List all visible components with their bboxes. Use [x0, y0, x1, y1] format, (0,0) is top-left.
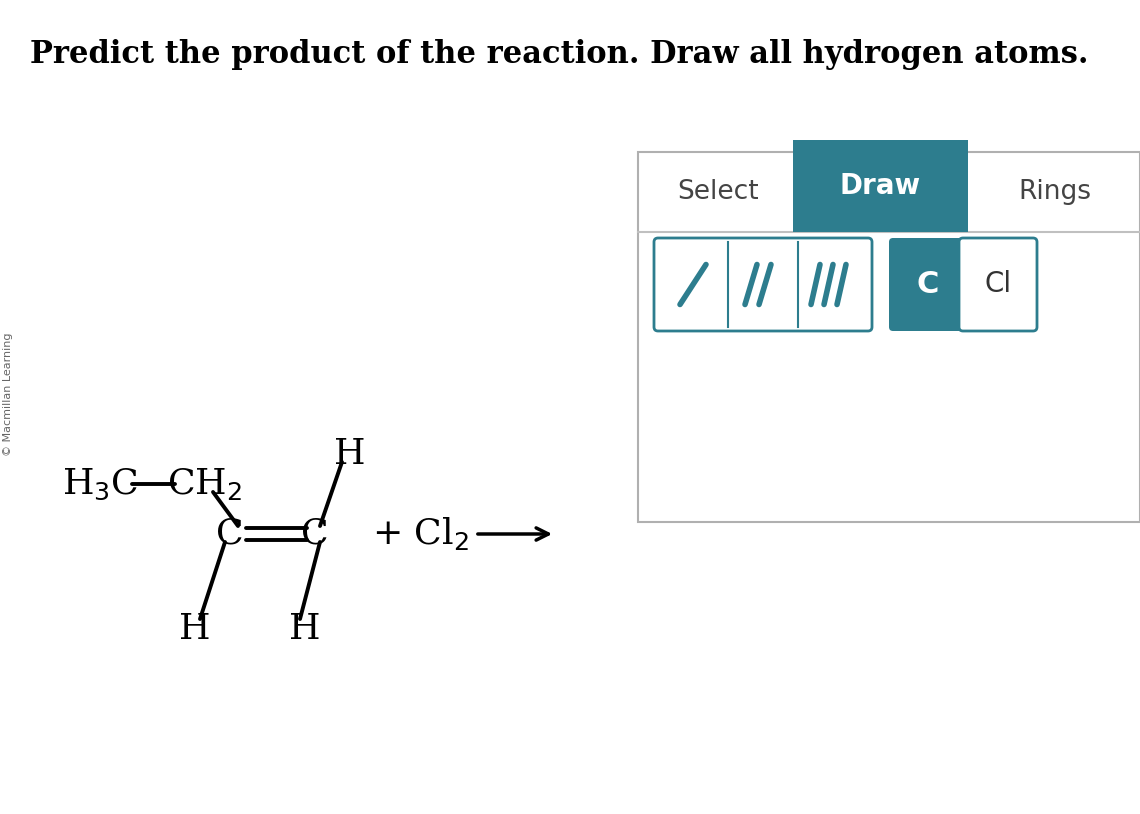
Text: C: C — [301, 517, 328, 551]
Text: C: C — [217, 517, 244, 551]
Text: H$_3$C: H$_3$C — [62, 466, 138, 501]
Bar — [638, 152, 1140, 522]
Text: Cl: Cl — [985, 270, 1011, 299]
Text: Predict the product of the reaction. Draw all hydrogen atoms.: Predict the product of the reaction. Dra… — [30, 39, 1089, 70]
Text: H: H — [334, 437, 366, 471]
Text: H: H — [290, 612, 320, 646]
Text: C: C — [917, 270, 939, 299]
FancyBboxPatch shape — [654, 238, 872, 331]
FancyBboxPatch shape — [889, 238, 967, 331]
Bar — [793, 140, 968, 232]
Text: + Cl$_2$: + Cl$_2$ — [372, 515, 469, 553]
Text: CH$_2$: CH$_2$ — [168, 466, 243, 502]
Text: Draw: Draw — [840, 172, 921, 200]
FancyBboxPatch shape — [959, 238, 1037, 331]
Text: Select: Select — [677, 179, 759, 205]
Text: Rings: Rings — [1018, 179, 1091, 205]
Text: H: H — [179, 612, 211, 646]
Text: © Macmillan Learning: © Macmillan Learning — [3, 332, 13, 456]
